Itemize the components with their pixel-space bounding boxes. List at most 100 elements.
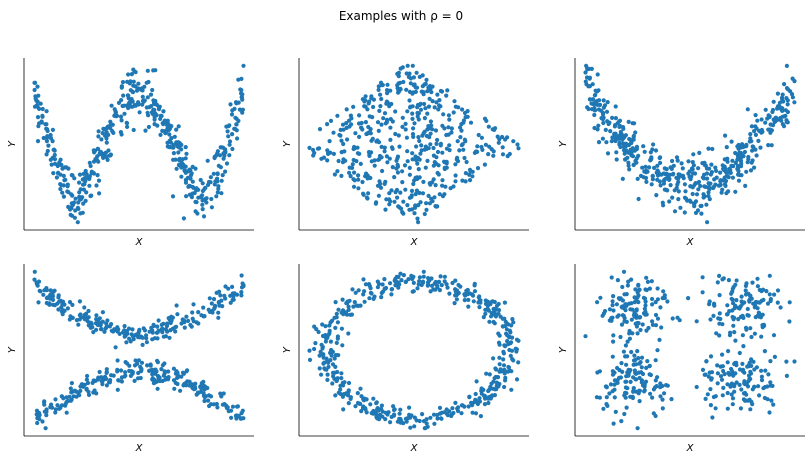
scatter-point: [35, 420, 40, 426]
scatter-point: [636, 196, 641, 202]
scatter-point: [636, 370, 642, 375]
scatter-point: [177, 162, 182, 167]
scatter-point: [654, 193, 659, 198]
scatter-point: [338, 387, 343, 392]
scatter-point: [654, 170, 659, 175]
scatter-point: [746, 378, 751, 384]
scatter-point: [629, 349, 634, 355]
scatter-point: [87, 183, 92, 188]
scatter-point: [432, 421, 437, 426]
scatter-point: [454, 157, 459, 162]
scatter-point: [644, 170, 649, 175]
scatter-point: [779, 118, 784, 123]
scatter-point: [444, 93, 449, 98]
scatter-point: [671, 163, 676, 168]
scatter-point: [438, 141, 443, 146]
scatter-point: [466, 404, 471, 409]
scatter-point: [171, 366, 176, 371]
scatter-point: [420, 84, 425, 89]
scatter-points: [307, 269, 521, 431]
scatter-points: [583, 63, 797, 225]
scatter-point: [733, 282, 738, 287]
scatter-point: [416, 203, 421, 208]
scatter-point: [140, 94, 145, 99]
scatter-point: [421, 179, 426, 184]
scatter-point: [380, 289, 386, 294]
scatter-point: [491, 356, 496, 361]
scatter-point: [145, 68, 150, 73]
scatter-point: [655, 177, 660, 182]
scatter-point: [224, 161, 230, 166]
scatter-point: [104, 140, 109, 145]
scatter-point: [77, 393, 82, 398]
scatter-point: [205, 158, 210, 163]
scatter-point: [39, 120, 44, 125]
scatter-point: [356, 186, 361, 191]
scatter-point: [367, 296, 372, 301]
scatter-point: [733, 189, 738, 194]
scatter-point: [645, 359, 650, 364]
scatter-point: [595, 72, 600, 77]
scatter-point: [475, 149, 480, 154]
scatter-point: [180, 162, 185, 167]
scatter-point: [44, 109, 49, 114]
scatter-point: [482, 402, 487, 407]
scatter-point: [499, 369, 504, 374]
scatter-point: [157, 104, 162, 109]
scatter-point: [339, 326, 344, 331]
scatter-point: [749, 139, 754, 144]
scatter-point: [753, 113, 758, 118]
scatter-point: [84, 386, 89, 391]
scatter-point: [757, 128, 762, 133]
scatter-point: [650, 296, 655, 302]
scatter-point: [422, 101, 427, 107]
scatter-point: [507, 347, 512, 353]
scatter-point: [371, 396, 376, 401]
scatter-point: [346, 389, 351, 394]
scatter-point: [155, 336, 160, 341]
scatter-point: [639, 365, 644, 370]
scatter-point: [460, 403, 465, 408]
scatter-point: [660, 200, 665, 205]
scatter-point: [85, 380, 91, 386]
scatter-point: [612, 370, 617, 375]
scatter-point: [413, 203, 418, 208]
scatter-point: [726, 349, 731, 354]
scatter-point: [124, 340, 129, 345]
scatter-point: [742, 149, 748, 155]
scatter-point: [365, 176, 370, 181]
scatter-point: [608, 382, 614, 387]
scatter-point: [63, 401, 68, 406]
scatter-point: [319, 372, 324, 377]
scatter-point: [658, 394, 663, 399]
scatter-point: [497, 342, 502, 347]
scatter-point: [665, 299, 670, 304]
scatter-point: [61, 173, 66, 178]
scatter-point: [623, 308, 628, 313]
scatter-point: [465, 109, 470, 114]
scatter-point: [592, 108, 597, 113]
scatter-point: [406, 277, 411, 282]
scatter-point: [391, 404, 396, 409]
scatter-point: [463, 179, 468, 184]
scatter-point: [450, 406, 455, 411]
scatter-point: [132, 103, 138, 108]
scatter-point: [426, 85, 431, 90]
scatter-point: [765, 384, 770, 389]
y-axis-label: Y: [558, 346, 569, 353]
scatter-point: [489, 394, 494, 399]
scatter-point: [753, 315, 758, 320]
scatter-point: [388, 125, 393, 130]
scatter-point: [707, 197, 712, 202]
scatter-point: [466, 297, 471, 302]
scatter-point: [711, 313, 716, 318]
scatter-point: [444, 282, 449, 287]
scatter-point: [320, 322, 325, 327]
scatter-point: [467, 291, 472, 296]
scatter-point: [658, 305, 663, 310]
scatter-point: [153, 100, 158, 105]
scatter-point: [745, 364, 750, 369]
scatter-point: [183, 156, 188, 161]
scatter-point: [758, 145, 763, 150]
scatter-point: [450, 280, 455, 286]
